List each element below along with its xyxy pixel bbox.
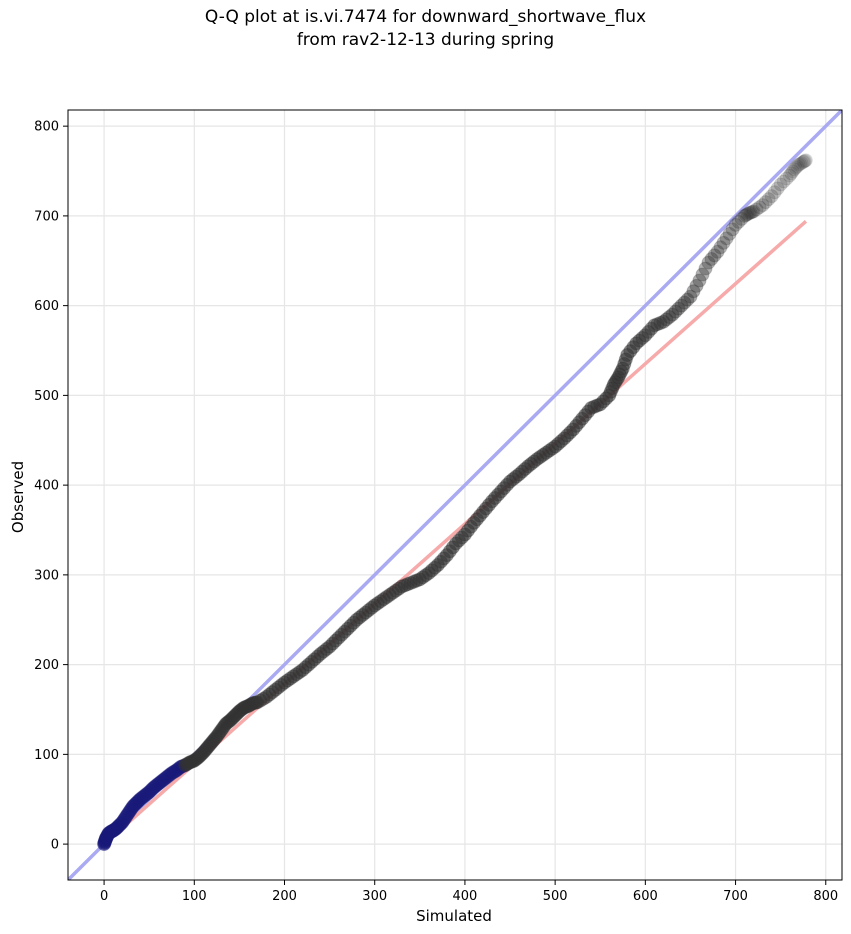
data-point (710, 244, 725, 259)
data-point (767, 185, 782, 200)
data-point (798, 153, 813, 168)
data-point (671, 301, 686, 316)
data-point (650, 317, 665, 332)
data-points (97, 153, 813, 852)
y-tick-label: 400 (34, 479, 59, 494)
data-point (662, 310, 677, 325)
grid-lines (68, 110, 842, 880)
data-point (796, 155, 811, 170)
data-point (739, 208, 754, 222)
data-point (790, 159, 805, 174)
data-point (686, 284, 701, 299)
data-point (728, 217, 743, 232)
data-point (745, 205, 760, 220)
data-point (656, 314, 671, 329)
axis-ticks: 0 100 200 300 400 500 600 700 800 0 100 200 300 400 50… (34, 120, 838, 904)
data-point (647, 318, 662, 333)
chart-title-line-1: Q-Q plot at is.vi.7474 for downward_shor… (204, 7, 647, 27)
data-point (749, 202, 764, 217)
x-tick-label: 400 (453, 889, 478, 904)
data-point (689, 278, 704, 293)
data-point (752, 200, 767, 215)
data-point (695, 267, 710, 282)
data-point (782, 168, 797, 183)
data-point (704, 251, 719, 266)
data-point (773, 177, 788, 192)
data-point (785, 164, 800, 179)
data-point (776, 174, 791, 189)
y-tick-label: 600 (34, 299, 59, 314)
data-point (698, 261, 713, 276)
data-point (746, 204, 761, 219)
data-point (680, 292, 695, 307)
x-tick-label: 200 (272, 889, 297, 904)
data-point (797, 154, 812, 169)
data-point (674, 298, 689, 313)
data-point (740, 207, 755, 222)
data-point (758, 195, 773, 210)
y-tick-label: 800 (34, 120, 59, 135)
data-point (798, 153, 813, 168)
x-tick-label: 100 (182, 889, 207, 904)
data-point (788, 160, 803, 175)
data-point (742, 206, 757, 221)
data-point (722, 226, 737, 241)
data-point (713, 240, 728, 255)
x-axis-label: Simulated (416, 907, 492, 925)
data-point (716, 235, 731, 250)
data-point (659, 312, 674, 327)
y-tick-label: 500 (34, 389, 59, 404)
data-point (692, 273, 707, 288)
chart-title-line-2: from rav2-12-13 during spring (296, 30, 555, 50)
y-tick-label: 200 (34, 658, 59, 673)
y-axis-label: Observed (9, 461, 27, 533)
data-point (794, 155, 809, 170)
plot-frame (67, 109, 843, 881)
data-point (737, 208, 752, 223)
data-point (779, 171, 794, 186)
x-tick-label: 800 (813, 889, 838, 904)
plot-border (67, 109, 843, 881)
data-point (761, 192, 776, 207)
data-point (653, 315, 668, 330)
data-point (784, 166, 799, 181)
data-point (707, 248, 722, 263)
chart-title: Q-Q plot at is.vi.7474 for downward_shor… (0, 6, 851, 52)
data-point (743, 205, 758, 220)
x-tick-label: 600 (633, 889, 658, 904)
data-point (755, 198, 770, 213)
data-point (701, 255, 716, 270)
data-point (725, 222, 740, 237)
data-point (668, 304, 683, 319)
data-point (731, 214, 746, 229)
x-tick-label: 0 (100, 889, 108, 904)
y-tick-label: 700 (34, 209, 59, 224)
data-point (719, 231, 734, 246)
x-tick-label: 500 (543, 889, 568, 904)
x-tick-label: 300 (362, 889, 387, 904)
data-point (734, 211, 749, 226)
y-tick-label: 0 (51, 838, 59, 853)
data-point (665, 307, 680, 322)
data-point (683, 289, 698, 304)
y-tick-label: 100 (34, 748, 59, 763)
data-point (677, 295, 692, 310)
x-tick-label: 700 (723, 889, 748, 904)
data-point (764, 189, 779, 204)
data-point (770, 181, 785, 196)
y-tick-label: 300 (34, 568, 59, 583)
data-point (793, 156, 808, 171)
data-point (644, 321, 659, 336)
data-point (787, 162, 802, 177)
data-point (791, 157, 806, 172)
